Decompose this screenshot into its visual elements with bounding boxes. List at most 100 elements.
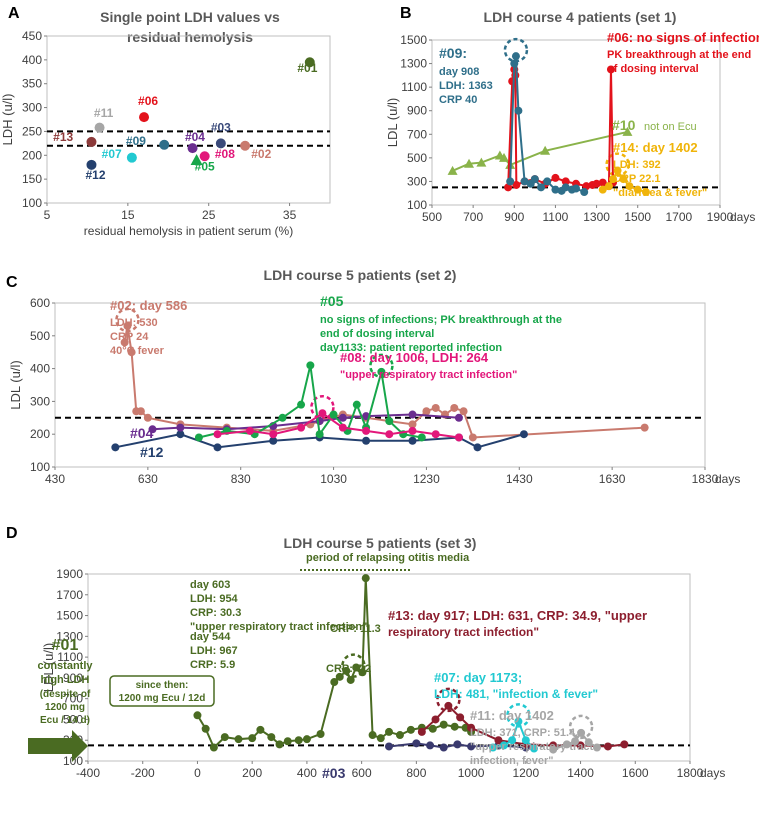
data-point <box>431 715 440 724</box>
x-tick-label: 400 <box>297 766 317 780</box>
data-point <box>543 177 552 186</box>
data-point <box>519 430 528 439</box>
annotation-text: LDH: 967 <box>190 645 238 657</box>
x-tick-label: -400 <box>76 766 100 780</box>
chart-title: Single point LDH values vs <box>100 9 280 25</box>
annotation-text: high LDH <box>41 674 90 686</box>
data-point <box>561 177 570 186</box>
y-tick-label: 500 <box>30 329 50 343</box>
annotation: #06: no signs of infections PK breakthrou… <box>607 30 759 75</box>
plot-frame <box>431 39 721 206</box>
annotation: #08: day 1006, LDH: 264 "upper respirator… <box>340 350 517 381</box>
y-tick-label: 100 <box>63 754 83 768</box>
annotation: #02: day 586 LDH: 530 CRP 24 40°C fever <box>110 298 187 357</box>
data-point <box>408 426 417 435</box>
data-point <box>329 410 338 419</box>
data-point <box>488 743 497 752</box>
point-label: #02 <box>251 147 271 161</box>
data-point <box>408 410 417 419</box>
annotation-text: "upper respiratory tract infection" <box>340 369 517 381</box>
data-point <box>269 430 278 439</box>
data-point <box>521 736 530 745</box>
data-point <box>278 413 287 422</box>
data-point <box>584 738 593 747</box>
data-point <box>468 433 477 442</box>
data-point <box>494 736 503 745</box>
series-08 <box>213 409 463 442</box>
y-tick-label: 300 <box>407 174 427 188</box>
y-tick-label: 1300 <box>56 629 83 643</box>
data-point <box>606 65 615 74</box>
data-point <box>220 733 229 742</box>
data-point <box>454 413 463 422</box>
x-tick-label: 430 <box>45 472 65 486</box>
data-point <box>342 666 351 675</box>
data-point <box>514 717 523 726</box>
annotation-text: respiratory tract infection" <box>388 625 539 639</box>
x-tick-label: 630 <box>138 472 158 486</box>
x-tick-label: 1800 <box>677 766 704 780</box>
annotation: day 603 LDH: 954 CRP: 30.3 "upper respirato… <box>190 579 367 633</box>
data-point <box>508 736 517 745</box>
data-point <box>454 433 463 442</box>
y-tick-label: 1100 <box>401 80 427 94</box>
point-label: #12 <box>85 168 105 182</box>
x-tick-label: 1900 <box>707 210 734 224</box>
annotation-text: day 544 <box>190 631 231 643</box>
data-point <box>512 180 521 189</box>
point-label: #05 <box>195 160 215 174</box>
data-point <box>592 179 601 188</box>
data-point <box>450 722 459 731</box>
scatter-point <box>304 57 315 68</box>
scatter-point <box>126 152 137 163</box>
annotation-text: LDH: 481, "infection & fever" <box>434 687 598 701</box>
scatter-point <box>240 140 251 151</box>
data-point <box>473 443 482 452</box>
data-point <box>431 430 440 439</box>
series-10 <box>447 126 633 175</box>
data-point <box>338 423 347 432</box>
data-point <box>316 729 325 738</box>
data-point <box>148 425 157 434</box>
annotation-text: "upper respiratory tract <box>470 741 594 753</box>
data-point <box>294 736 303 745</box>
annotation-text: CRP 40 <box>439 94 477 106</box>
data-point <box>514 106 523 115</box>
y-axis-label: LDL (u/l) <box>8 360 23 409</box>
y-tick-label: 350 <box>22 77 42 91</box>
data-point <box>506 177 515 186</box>
data-point <box>256 725 265 734</box>
annotation-text: CRP: 30.3 <box>190 607 241 619</box>
annotation-text: CRP 24 <box>110 331 149 343</box>
data-point <box>123 321 132 330</box>
data-point <box>622 126 633 136</box>
data-point <box>499 741 508 750</box>
annotation-text: no signs of infections; PK breakthrough … <box>320 314 562 326</box>
data-point <box>444 701 453 710</box>
x-axis-label: days <box>700 766 725 780</box>
data-point <box>352 663 361 672</box>
panel-c: C LDH course 5 patients (set 2) 100 200 300 4… <box>6 267 740 486</box>
data-point <box>561 183 570 192</box>
panel-a: A Single point LDH values vs residual hemo… <box>0 5 331 238</box>
data-point <box>510 59 519 68</box>
y-axis-label: LDH (u/l) <box>0 93 15 145</box>
data-point <box>592 743 601 752</box>
x-tick-label: 800 <box>406 766 426 780</box>
series-09 <box>506 52 589 197</box>
x-tick-label: 15 <box>121 208 135 222</box>
annotation-text: #08: day 1006, LDH: 264 <box>340 350 489 365</box>
annotation-text: day 603 <box>190 579 230 591</box>
annotation-text: day1133: patient reported infection <box>320 342 502 354</box>
data-point <box>408 420 417 429</box>
data-point <box>127 348 136 357</box>
annotation: #12 <box>140 444 164 460</box>
y-tick-label: 400 <box>22 53 42 67</box>
panel-label: A <box>8 5 20 22</box>
y-tick-label: 1500 <box>56 609 83 623</box>
annotation-text: since then: <box>136 680 189 691</box>
x-axis-label: days <box>730 210 755 224</box>
annotation-text: #09: <box>439 45 467 61</box>
data-point <box>213 443 222 452</box>
